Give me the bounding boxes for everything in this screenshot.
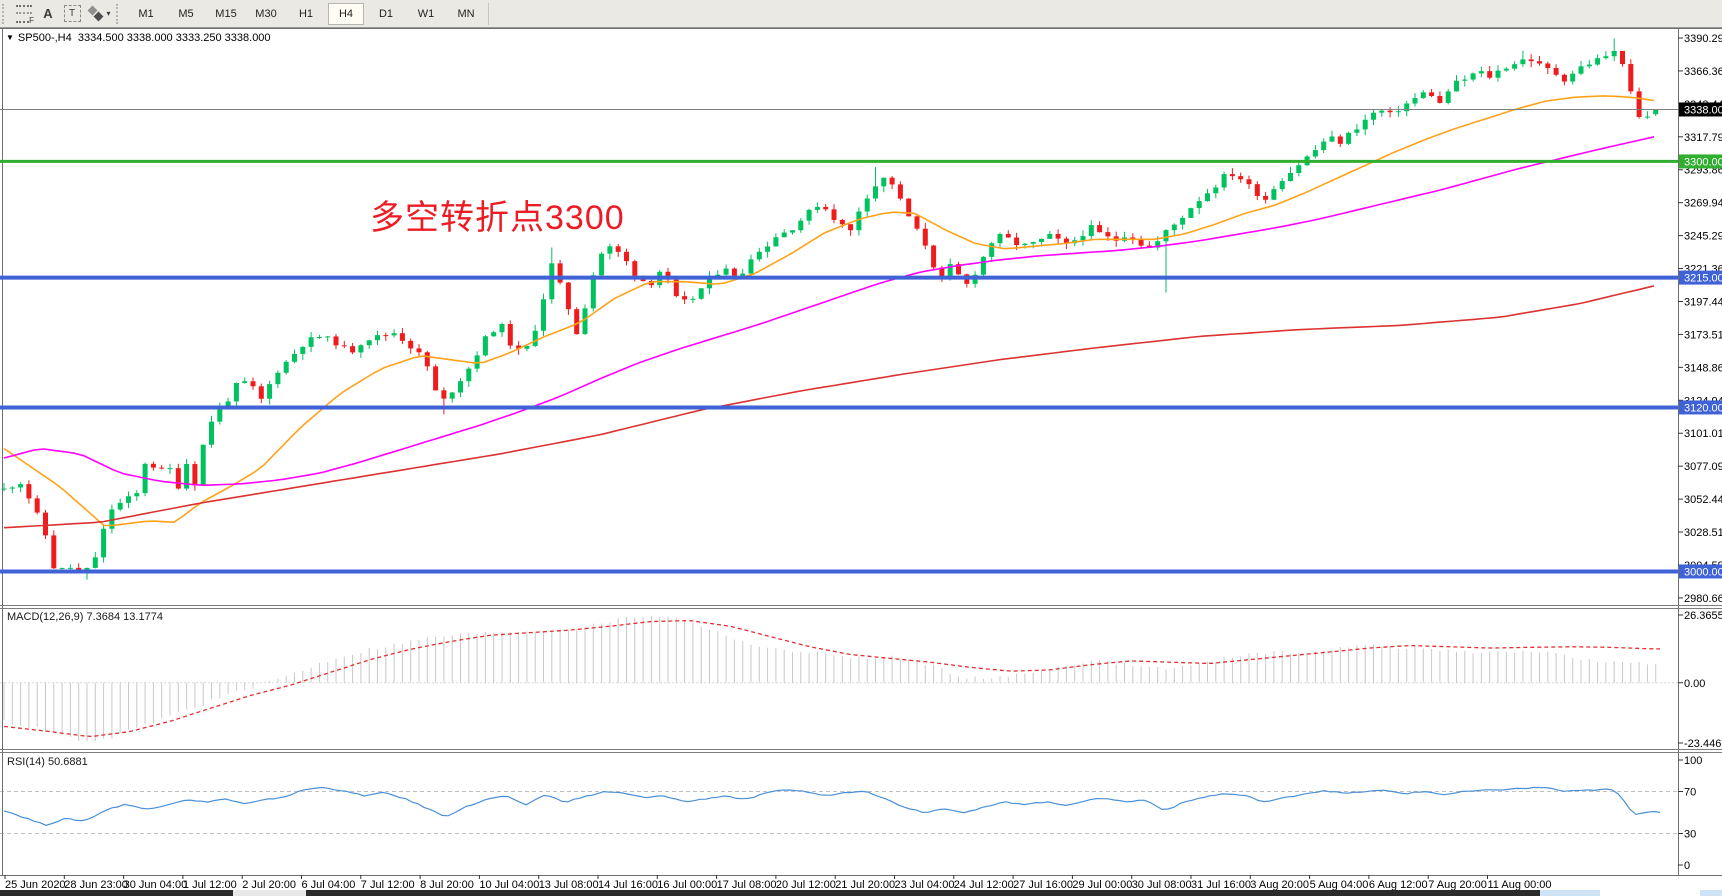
- rsi-axis-tick: 30: [1684, 829, 1696, 841]
- price-axis-tick: 3173.515: [1684, 329, 1722, 341]
- mid-ma-line[interactable]: [3, 136, 1655, 487]
- price-axis-tick: 3197.440: [1684, 296, 1722, 308]
- time-axis-label: 24 Jul 12:00: [954, 879, 1014, 891]
- time-axis-label: 30 Jul 08:00: [1132, 879, 1192, 891]
- rsi-indicator-label: RSI(14) 50.6881: [7, 756, 88, 768]
- time-axis-label: 14 Jul 16:00: [598, 879, 658, 891]
- arrows-icon[interactable]: ▾: [84, 3, 114, 25]
- timeframe-button-w1[interactable]: W1: [417, 7, 435, 20]
- time-axis-label: 6 Jul 04:00: [302, 879, 356, 891]
- timeframe-button-m15[interactable]: M15: [215, 7, 237, 20]
- macd-values: 7.3684 13.1774: [86, 611, 163, 623]
- time-axis-label: 31 Jul 16:00: [1191, 879, 1251, 891]
- price-axis-tick: 3077.090: [1684, 461, 1722, 473]
- time-axis-label: 21 Jul 20:00: [835, 879, 895, 891]
- price-line-label: 3300.000: [1684, 156, 1722, 168]
- chart-title[interactable]: ▼ SP500-,H4 3334.500 3338.000 3333.250 33…: [6, 32, 271, 44]
- status-strip: [0, 890, 233, 896]
- text-box-icon[interactable]: T: [60, 3, 84, 25]
- time-axis-label: 2 Jul 20:00: [242, 879, 296, 891]
- toolbar-separator: [488, 2, 489, 25]
- timeframe-button-m5[interactable]: M5: [178, 7, 194, 20]
- time-axis-label: 5 Aug 04:00: [1310, 879, 1369, 891]
- macd-axis-tick: 0.00: [1684, 678, 1705, 690]
- price-line-label: 3120.000: [1684, 402, 1722, 414]
- time-axis-label: 20 Jul 12:00: [776, 879, 836, 891]
- price-axis-tick: 3101.015: [1684, 428, 1722, 440]
- toolbar: F A T ▾ M1 M5 M15 M30 H1 H4 D1 W1 MN: [0, 0, 1722, 28]
- status-strip: [1600, 890, 1700, 896]
- time-axis-label: 11 Aug 00:00: [1488, 879, 1552, 891]
- time-axis-label: 27 Jul 16:00: [1013, 879, 1073, 891]
- time-axis-label: 1 Jul 12:00: [183, 879, 237, 891]
- time-axis-label: 8 Jul 20:00: [420, 879, 474, 891]
- macd-axis-tick: 26.3655: [1684, 610, 1722, 622]
- timeframe-toolbar: M1 M5 M15 M30 H1 H4 D1 W1 MN: [128, 2, 484, 25]
- fibonacci-icon[interactable]: F: [12, 3, 36, 25]
- current-price-label: 3338.000: [1684, 104, 1722, 116]
- chart-collapse-icon[interactable]: ▼: [6, 33, 14, 42]
- text-label-icon[interactable]: A: [43, 6, 53, 21]
- price-axis-tick: 3366.365: [1684, 66, 1722, 78]
- time-axis-label: 6 Aug 12:00: [1369, 879, 1428, 891]
- price-axis-tick: 3269.940: [1684, 198, 1722, 210]
- price-axis-tick: 3390.290: [1684, 33, 1722, 45]
- timeframe-button-mn[interactable]: MN: [457, 7, 475, 20]
- time-axis-label: 25 Jun 2020: [5, 879, 66, 891]
- time-axis-label: 28 Jun 23:00: [64, 879, 128, 891]
- slow-ma-line[interactable]: [3, 285, 1655, 529]
- time-axis-label: 29 Jul 00:00: [1072, 879, 1132, 891]
- timeframe-button-m1[interactable]: M1: [138, 7, 154, 20]
- time-axis-label: 23 Jul 04:00: [895, 879, 955, 891]
- dropdown-caret-icon: ▾: [106, 9, 111, 18]
- rsi-axis-tick: 100: [1684, 755, 1702, 767]
- fast-ma-line[interactable]: [3, 95, 1655, 527]
- rsi-value: 50.6881: [47, 756, 88, 768]
- price-axis-tick: 3028.515: [1684, 527, 1722, 539]
- toolbar-grip[interactable]: [116, 3, 124, 24]
- rsi-axis-tick: 70: [1684, 787, 1696, 799]
- chart-text-annotation[interactable]: 多空转折点3300: [370, 199, 625, 237]
- timeframe-button-m30[interactable]: M30: [255, 7, 277, 20]
- price-axis-tick: 3148.865: [1684, 362, 1722, 374]
- time-axis-label: 16 Jul 00:00: [657, 879, 717, 891]
- price-axis-tick: 3052.440: [1684, 494, 1722, 506]
- status-strip: [306, 890, 1540, 896]
- price-axis-tick: 3317.790: [1684, 132, 1722, 144]
- price-line-label: 3000.000: [1684, 566, 1722, 578]
- chart-ohlc: 3334.500 3338.000 3333.250 3338.000: [77, 32, 271, 44]
- chart-symbol-period: SP500-,H4: [17, 32, 72, 44]
- timeframe-button-d1[interactable]: D1: [378, 7, 394, 20]
- macd-indicator-label: MACD(12,26,9) 7.3684 13.1774: [7, 611, 163, 623]
- rsi-panel-splitter[interactable]: [0, 748, 1722, 753]
- status-strip: [233, 890, 306, 896]
- macd-axis-tick: -23.4467: [1684, 738, 1722, 750]
- time-axis-label: 3 Aug 20:00: [1250, 879, 1309, 891]
- time-axis-label: 10 Jul 04:00: [479, 879, 539, 891]
- time-axis-label: 7 Aug 20:00: [1428, 879, 1487, 891]
- fibonacci-icon-letter: F: [29, 15, 34, 25]
- time-axis-label: 7 Jul 12:00: [361, 879, 415, 891]
- toolbar-grip[interactable]: [2, 3, 10, 24]
- rsi-axis-tick: 0: [1684, 860, 1690, 872]
- time-axis-label: 17 Jul 08:00: [717, 879, 777, 891]
- time-axis-label: 30 Jun 04:00: [124, 879, 188, 891]
- timeframe-button-h1[interactable]: H1: [298, 7, 314, 20]
- price-axis-tick: 2980.665: [1684, 593, 1722, 605]
- macd-panel-splitter[interactable]: [0, 604, 1722, 609]
- timeframe-button-h4[interactable]: H4: [328, 2, 364, 25]
- price-line-label: 3215.000: [1684, 273, 1722, 285]
- time-axis-label: 13 Jul 08:00: [539, 879, 599, 891]
- price-axis-tick: 3245.290: [1684, 231, 1722, 243]
